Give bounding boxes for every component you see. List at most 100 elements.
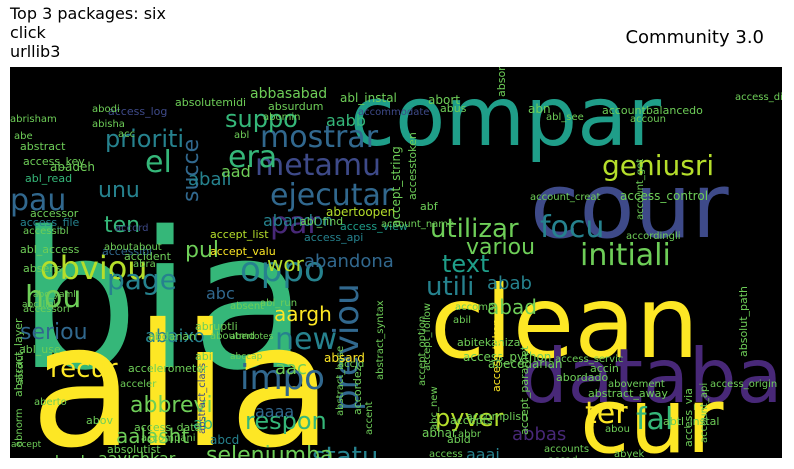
- word-cloud-word: access_view: [340, 220, 408, 233]
- word-cloud-word: pau: [10, 183, 66, 218]
- word-cloud-word: abid: [447, 433, 471, 446]
- word-cloud-word: aboutmd: [210, 331, 255, 342]
- word-cloud-word: bia: [18, 191, 308, 412]
- word-cloud-word: abl_see: [546, 112, 584, 123]
- word-cloud-word: abovement: [608, 379, 665, 390]
- word-cloud-word: abstract_syntax: [375, 300, 386, 380]
- word-cloud-word: geniusri: [602, 149, 714, 182]
- word-cloud-word: abandon: [263, 211, 333, 230]
- word-cloud-word: cour: [530, 154, 729, 259]
- word-cloud-word: abali: [188, 169, 232, 190]
- word-cloud-word: succe: [179, 139, 204, 202]
- word-cloud-word: abandona: [304, 251, 394, 272]
- word-cloud-word: aavishkar: [98, 449, 176, 458]
- word-cloud-word: accept_follow: [422, 303, 433, 371]
- word-cloud-word: aac: [275, 358, 307, 379]
- word-cloud-word: accad: [548, 455, 578, 458]
- word-cloud-word: fal: [636, 402, 673, 437]
- word-cloud-word: respon: [245, 407, 327, 435]
- word-cloud-word: suppo: [225, 105, 298, 133]
- word-cloud-word: absorpt: [495, 67, 508, 97]
- word-cloud-word: abbrevi: [130, 393, 213, 418]
- word-cloud-word: era: [228, 140, 277, 175]
- word-cloud-word: abcd: [210, 433, 239, 447]
- word-cloud-word: abstract_layer: [12, 318, 25, 397]
- word-cloud-word: accept_list: [210, 228, 269, 241]
- word-cloud-word: abisha: [92, 119, 125, 130]
- word-cloud-word: aboutabout: [104, 242, 162, 253]
- word-cloud-word: abf: [420, 200, 439, 213]
- word-cloud-word: prioriti: [105, 125, 184, 153]
- word-cloud-word: abnorm: [14, 408, 25, 447]
- word-cloud-word: abordado: [556, 371, 608, 384]
- word-cloud-word: absolutemidi: [175, 96, 246, 109]
- word-cloud-word: pyver: [435, 404, 503, 432]
- word-cloud-word: abab: [487, 273, 532, 294]
- word-cloud-word: access_data: [134, 421, 201, 434]
- word-cloud-word: par: [270, 206, 320, 241]
- word-cloud-word: abe: [14, 131, 33, 142]
- word-cloud-word: access_log: [108, 105, 167, 118]
- word-cloud-word: access_api: [304, 231, 363, 244]
- chart-title: Community 3.0: [625, 27, 764, 48]
- word-cloud-word: abodi: [92, 104, 120, 115]
- word-cloud-word: recur: [50, 354, 118, 384]
- word-cloud-word: unu: [98, 178, 140, 203]
- word-cloud-word: oppo: [240, 250, 325, 290]
- word-cloud-word: abrisham: [10, 114, 57, 125]
- word-cloud-word: accessori: [23, 304, 70, 315]
- word-cloud-word: impo: [240, 358, 325, 398]
- word-cloud-word: abl_read: [25, 172, 72, 185]
- word-cloud-word: abertoopen: [326, 205, 395, 219]
- word-cloud-word: page: [107, 263, 177, 296]
- word-cloud-word: access_origin: [710, 379, 777, 390]
- word-cloud-word: clean: [430, 264, 699, 381]
- word-cloud-word: abl_use: [19, 343, 61, 356]
- word-cloud-word: absent: [230, 301, 264, 312]
- word-cloud-word: access_control: [620, 189, 708, 203]
- word-cloud-word: access_directi: [735, 92, 782, 103]
- word-cloud-word: ab: [193, 414, 213, 433]
- header-line-2: click: [10, 23, 46, 42]
- word-cloud-word: access_file: [20, 216, 80, 229]
- word-cloud-word: obviou: [40, 249, 148, 287]
- word-cloud-word: accident: [124, 250, 172, 263]
- header-line-1: Top 3 packages: six: [10, 4, 166, 23]
- word-cloud-word: access_via: [682, 388, 695, 447]
- word-cloud-word: account_api: [699, 383, 710, 443]
- word-cloud-word: variou: [466, 235, 535, 260]
- word-cloud-word: abhar: [422, 426, 457, 440]
- word-cloud-word: aad: [221, 162, 251, 181]
- word-cloud-word: statu: [312, 442, 378, 458]
- word-cloud-word: accessibl: [23, 226, 69, 237]
- word-cloud-word: metamu: [255, 148, 381, 183]
- word-cloud-word: ejecutar: [270, 178, 394, 213]
- word-cloud-word: abl_run: [260, 298, 297, 309]
- word-cloud-word: acc: [118, 129, 135, 140]
- word-cloud-word: abc_link: [22, 300, 59, 310]
- word-cloud-word: accordez: [351, 365, 364, 415]
- word-cloud-word: accin: [590, 362, 619, 375]
- word-cloud-word: accept_option: [417, 316, 428, 386]
- word-cloud-word: abc_yaml: [33, 290, 76, 300]
- word-cloud-word: el: [145, 145, 172, 180]
- word-cloud-word: abov: [86, 414, 113, 427]
- word-cloud-word: pul: [185, 238, 219, 263]
- word-cloud-word: seriou: [20, 320, 88, 345]
- word-cloud-word: focu: [540, 210, 604, 245]
- word-cloud-word: abccap: [230, 352, 263, 362]
- word-cloud-word: abi: [195, 350, 212, 363]
- word-cloud-word: aabb: [326, 111, 366, 130]
- word-cloud-word: alia: [30, 288, 333, 458]
- word-cloud-word: accept: [11, 440, 42, 450]
- word-cloud-word: accid: [338, 359, 364, 370]
- word-cloud-word: abstract_class: [197, 363, 208, 434]
- word-cloud-word: access_python: [463, 350, 551, 364]
- word-cloud-word: accessibl: [102, 245, 152, 258]
- word-cloud-word: access_servic: [555, 354, 623, 365]
- word-cloud-word: aargh: [274, 302, 332, 326]
- word-cloud-word: accept_valu: [210, 245, 276, 258]
- word-cloud-word: accordingli: [626, 231, 681, 242]
- word-cloud-word: compar: [350, 70, 661, 165]
- word-cloud-word: aalasht: [116, 424, 189, 448]
